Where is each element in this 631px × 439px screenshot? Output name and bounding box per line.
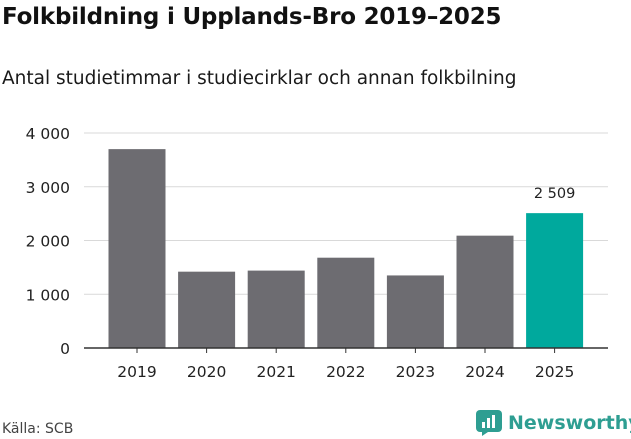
x-tick-label: 2024 (465, 363, 504, 381)
y-tick-label: 3 000 (26, 179, 70, 197)
bar (386, 275, 444, 348)
x-tick-label: 2020 (187, 363, 226, 381)
x-tick-label: 2021 (256, 363, 295, 381)
x-tick-label: 2019 (117, 363, 156, 381)
bar-chart: 0 1 000 2 000 3 000 4 000 2019 2020 2021 2022 202… (26, 125, 608, 381)
source-note: Källa: SCB (2, 421, 74, 437)
data-label: 2 509 (534, 186, 576, 202)
bar (108, 149, 166, 348)
x-tick-label: 2025 (535, 363, 574, 381)
x-tick-label: 2022 (326, 363, 365, 381)
bar (247, 270, 305, 348)
brand-name: Newsworthy (508, 412, 631, 434)
x-tick-label: 2023 (396, 363, 435, 381)
y-tick-label: 1 000 (26, 286, 70, 304)
bar (178, 271, 236, 348)
newsworthy-logo: Newsworthy (476, 410, 631, 436)
bar (526, 213, 584, 348)
y-tick-label: 4 000 (26, 125, 70, 143)
y-tick-label: 0 (60, 340, 70, 358)
y-tick-label: 2 000 (26, 233, 70, 251)
chart-title: Folkbildning i Upplands-Bro 2019–2025 (2, 4, 502, 30)
bar (456, 235, 514, 348)
chart-subtitle: Antal studietimmar i studiecirklar och a… (2, 68, 517, 89)
newsworthy-logo-icon (476, 410, 502, 436)
bar (317, 257, 375, 348)
